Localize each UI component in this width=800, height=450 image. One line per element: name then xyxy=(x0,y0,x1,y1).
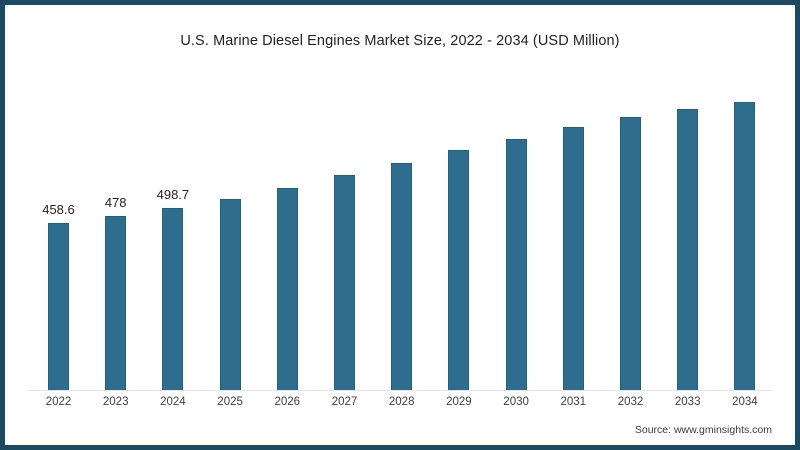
bar xyxy=(48,222,69,390)
x-axis-tick-label: 2025 xyxy=(217,396,243,408)
source-attribution: Source: www.gminsights.com xyxy=(634,424,772,436)
x-axis-line xyxy=(28,390,772,391)
x-axis-tick-label: 2029 xyxy=(446,396,472,408)
bar xyxy=(505,139,527,390)
x-axis-tick-label: 2034 xyxy=(732,396,758,408)
bar xyxy=(620,117,641,390)
bar xyxy=(105,215,127,390)
x-axis-tick-label: 2032 xyxy=(617,396,644,408)
chart-title: U.S. Marine Diesel Engines Market Size, … xyxy=(180,33,620,49)
bar xyxy=(276,188,298,390)
bar xyxy=(162,208,184,390)
x-axis-tick-label: 2022 xyxy=(45,396,72,408)
x-axis-tick-label: 2028 xyxy=(388,396,415,408)
bar xyxy=(562,127,584,390)
x-axis-tick-label: 2030 xyxy=(503,396,529,408)
bar xyxy=(391,163,413,390)
bar xyxy=(448,150,470,390)
x-axis-tick-label: 2027 xyxy=(331,396,358,408)
bar-value-label: 458.6 xyxy=(42,201,75,217)
x-axis-tick-label: 2024 xyxy=(160,396,186,408)
x-axis-tick-label: 2023 xyxy=(102,396,129,408)
bar xyxy=(677,108,699,390)
x-axis-tick-label: 2033 xyxy=(674,396,701,408)
bar xyxy=(219,199,241,390)
x-axis-tick-label: 2026 xyxy=(274,396,301,408)
bar xyxy=(334,175,355,390)
bar xyxy=(734,102,756,390)
x-axis-tick-label: 2031 xyxy=(560,396,587,408)
bar-value-label: 498.7 xyxy=(156,187,190,203)
bar-value-label: 478 xyxy=(104,194,127,210)
